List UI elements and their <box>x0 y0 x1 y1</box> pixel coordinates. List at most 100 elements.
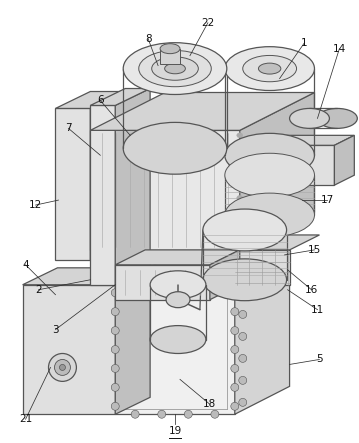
Ellipse shape <box>111 308 119 315</box>
Ellipse shape <box>237 227 243 232</box>
Ellipse shape <box>165 63 185 74</box>
Polygon shape <box>334 135 354 185</box>
Text: 12: 12 <box>29 200 42 210</box>
Ellipse shape <box>203 259 286 301</box>
Ellipse shape <box>237 211 243 216</box>
Text: 7: 7 <box>65 123 72 133</box>
Text: 15: 15 <box>308 245 321 255</box>
Text: 11: 11 <box>311 305 324 315</box>
Text: 14: 14 <box>333 44 346 54</box>
Ellipse shape <box>111 365 119 373</box>
Polygon shape <box>56 109 90 260</box>
Ellipse shape <box>203 209 286 251</box>
Ellipse shape <box>184 281 192 289</box>
Ellipse shape <box>131 410 139 418</box>
Ellipse shape <box>237 180 243 185</box>
Ellipse shape <box>139 51 211 87</box>
Ellipse shape <box>290 109 330 128</box>
Ellipse shape <box>239 332 247 340</box>
Polygon shape <box>90 105 115 285</box>
Ellipse shape <box>225 193 314 237</box>
Text: 6: 6 <box>97 96 104 105</box>
Text: 17: 17 <box>321 195 334 205</box>
Ellipse shape <box>225 47 314 90</box>
Polygon shape <box>240 93 314 250</box>
Ellipse shape <box>258 63 281 74</box>
Ellipse shape <box>48 354 76 381</box>
Polygon shape <box>23 285 115 414</box>
Polygon shape <box>235 257 290 414</box>
Ellipse shape <box>184 410 192 418</box>
Ellipse shape <box>160 44 180 54</box>
Polygon shape <box>115 268 150 414</box>
Ellipse shape <box>111 289 119 297</box>
Polygon shape <box>210 250 240 300</box>
Ellipse shape <box>123 43 227 94</box>
Polygon shape <box>115 89 150 285</box>
Ellipse shape <box>239 288 247 296</box>
Ellipse shape <box>231 346 239 354</box>
Text: 3: 3 <box>52 325 59 334</box>
Polygon shape <box>90 130 240 250</box>
Text: 22: 22 <box>201 18 215 28</box>
Text: 4: 4 <box>22 260 29 270</box>
Polygon shape <box>90 92 125 260</box>
Ellipse shape <box>211 410 219 418</box>
Ellipse shape <box>158 410 166 418</box>
Ellipse shape <box>237 242 243 247</box>
Ellipse shape <box>317 109 357 128</box>
Ellipse shape <box>166 292 190 308</box>
Ellipse shape <box>239 311 247 319</box>
Ellipse shape <box>239 354 247 362</box>
Text: 16: 16 <box>305 285 318 295</box>
Polygon shape <box>255 145 334 185</box>
Ellipse shape <box>111 326 119 334</box>
Ellipse shape <box>150 326 206 354</box>
Ellipse shape <box>231 326 239 334</box>
Polygon shape <box>115 285 235 414</box>
Ellipse shape <box>239 377 247 385</box>
Ellipse shape <box>237 133 243 138</box>
Ellipse shape <box>231 365 239 373</box>
Polygon shape <box>56 92 125 109</box>
Text: 8: 8 <box>145 34 151 44</box>
Polygon shape <box>235 250 290 285</box>
Ellipse shape <box>152 57 198 80</box>
Ellipse shape <box>237 164 243 169</box>
Ellipse shape <box>231 383 239 391</box>
Ellipse shape <box>55 359 70 375</box>
Text: 21: 21 <box>19 414 32 424</box>
Ellipse shape <box>111 346 119 354</box>
Ellipse shape <box>158 281 166 289</box>
Text: 19: 19 <box>168 426 182 436</box>
Ellipse shape <box>225 133 314 177</box>
Polygon shape <box>115 250 240 265</box>
Ellipse shape <box>123 122 227 174</box>
Ellipse shape <box>131 281 139 289</box>
Text: 2: 2 <box>35 285 42 295</box>
Polygon shape <box>255 135 354 145</box>
Ellipse shape <box>211 281 219 289</box>
Ellipse shape <box>237 148 243 153</box>
Ellipse shape <box>111 402 119 410</box>
Ellipse shape <box>150 271 206 299</box>
Ellipse shape <box>60 365 65 370</box>
Ellipse shape <box>239 398 247 406</box>
Text: 18: 18 <box>203 399 216 409</box>
Ellipse shape <box>243 55 297 82</box>
Polygon shape <box>115 257 290 285</box>
Ellipse shape <box>225 153 314 197</box>
Ellipse shape <box>237 195 243 200</box>
Polygon shape <box>23 268 150 285</box>
Ellipse shape <box>111 383 119 391</box>
Polygon shape <box>115 265 210 300</box>
Polygon shape <box>90 93 314 130</box>
Ellipse shape <box>231 308 239 315</box>
Ellipse shape <box>231 402 239 410</box>
Polygon shape <box>235 235 320 250</box>
Text: 5: 5 <box>316 354 323 365</box>
Polygon shape <box>160 49 180 64</box>
Polygon shape <box>90 89 150 105</box>
Ellipse shape <box>231 289 239 297</box>
Text: 1: 1 <box>301 38 308 48</box>
